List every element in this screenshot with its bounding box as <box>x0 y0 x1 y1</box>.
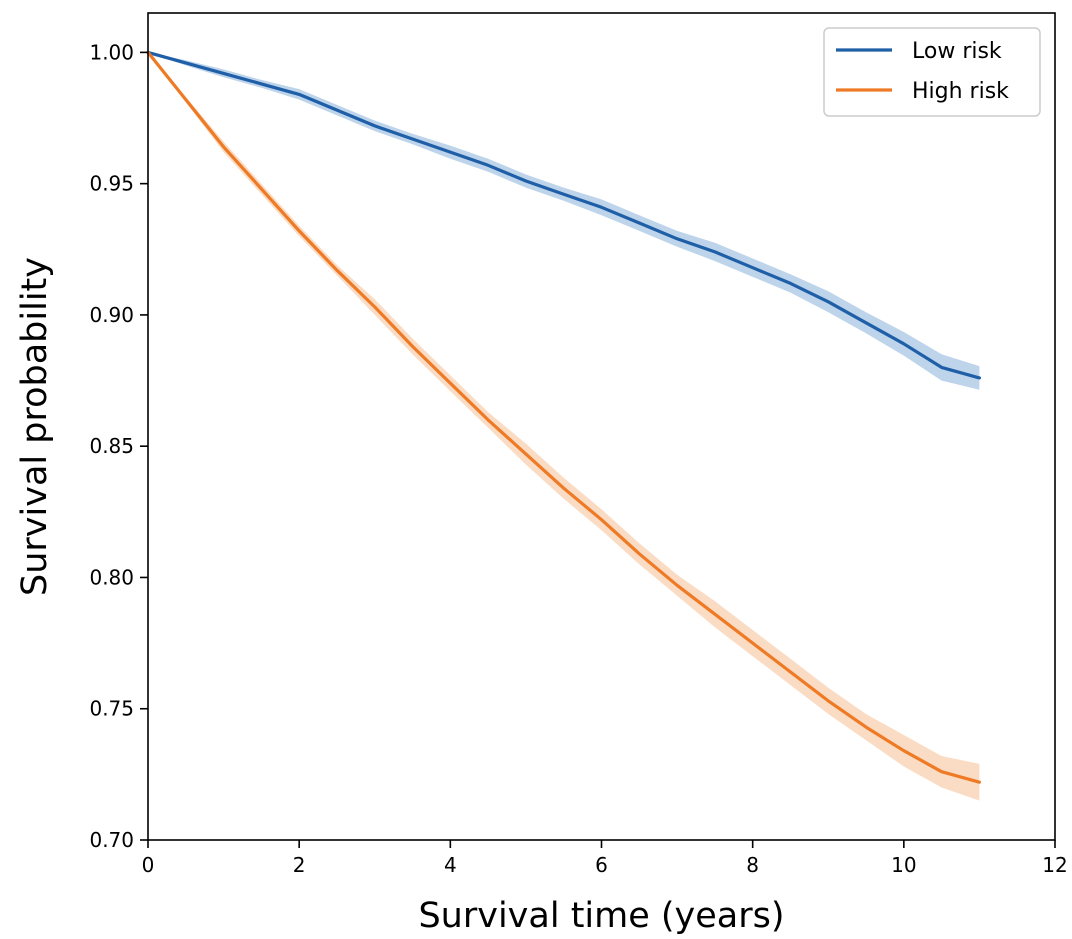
legend-label-high-risk: High risk <box>912 79 1009 104</box>
x-tick-label: 12 <box>1042 853 1067 877</box>
high-risk-confidence-band <box>148 52 980 801</box>
y-axis-ticks: 0.70 0.75 0.80 0.85 0.90 0.95 1.00 <box>89 40 148 852</box>
x-tick-label: 4 <box>444 853 457 877</box>
high-risk-line <box>146 50 982 784</box>
plot-frame <box>147 12 1056 841</box>
legend-label-low-risk: Low risk <box>912 39 1002 64</box>
x-tick-label: 6 <box>595 853 608 877</box>
legend: Low risk High risk <box>823 27 1041 117</box>
confidence-bands <box>148 52 980 801</box>
low-risk-line <box>146 50 982 380</box>
y-tick-label: 0.70 <box>89 828 134 852</box>
x-tick-label: 2 <box>293 853 306 877</box>
y-tick-label: 0.80 <box>89 565 134 589</box>
y-axis-title: Survival probability <box>15 257 55 596</box>
x-axis-ticks: 0 2 4 6 8 10 12 <box>142 840 1068 877</box>
x-tick-label: 8 <box>746 853 759 877</box>
x-tick-label: 0 <box>142 853 155 877</box>
x-tick-label: 10 <box>891 853 916 877</box>
y-tick-label: 0.95 <box>89 172 134 196</box>
y-tick-label: 0.85 <box>89 434 134 458</box>
y-tick-label: 0.90 <box>89 303 134 327</box>
y-tick-label: 0.75 <box>89 697 134 721</box>
y-tick-label: 1.00 <box>89 40 134 64</box>
x-axis-title: Survival time (years) <box>418 896 784 936</box>
survival-lines <box>146 50 982 784</box>
